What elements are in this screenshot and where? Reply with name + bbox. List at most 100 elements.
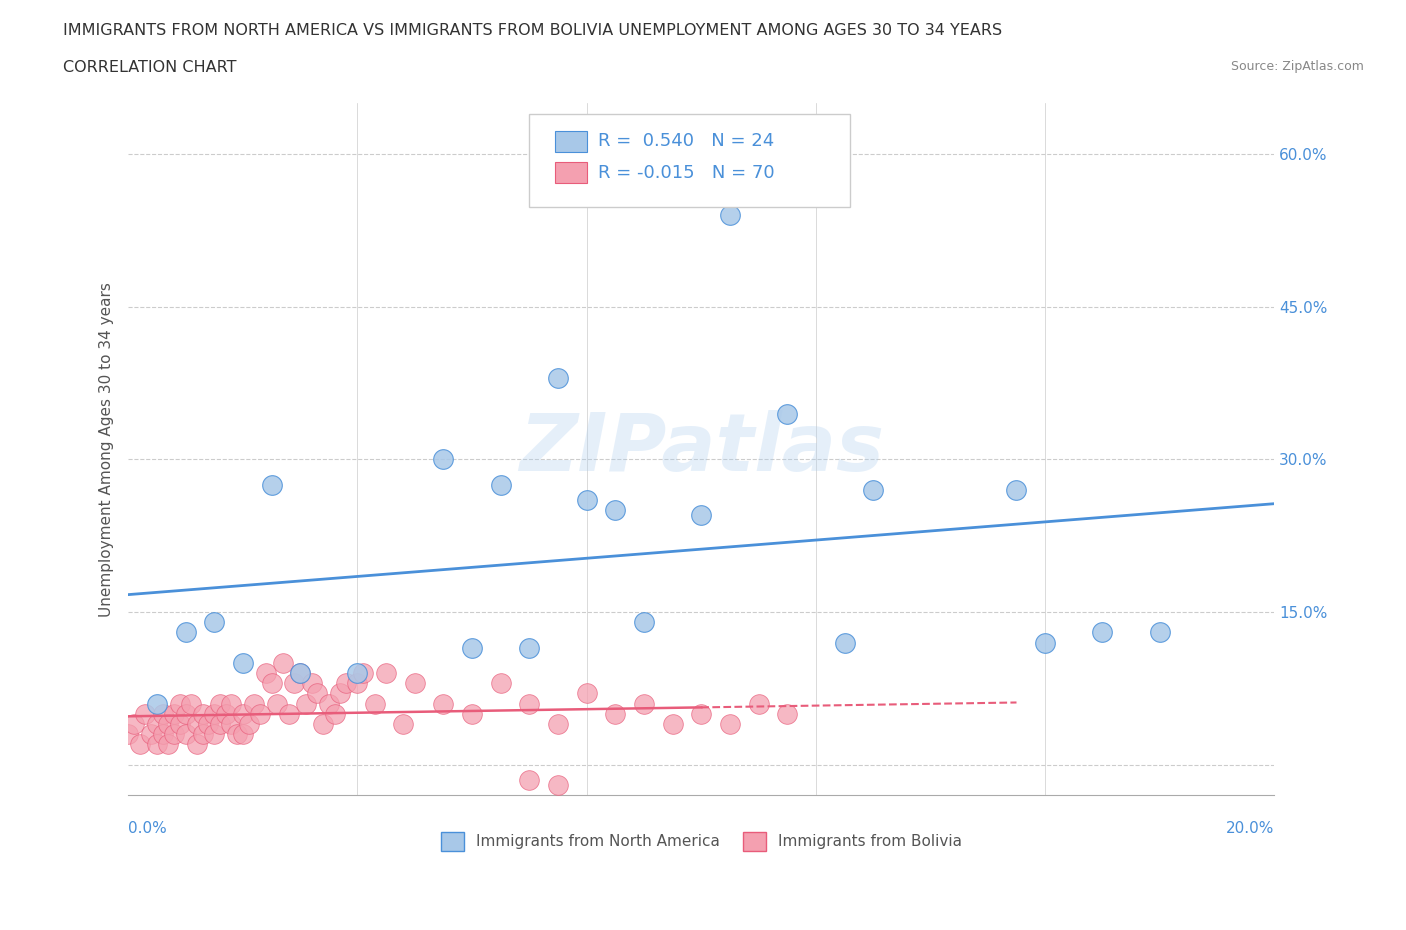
Point bbox=[254, 666, 277, 681]
Point bbox=[202, 615, 225, 630]
Point bbox=[404, 676, 426, 691]
Point bbox=[432, 697, 454, 711]
Point bbox=[232, 656, 254, 671]
Point bbox=[157, 737, 180, 751]
FancyBboxPatch shape bbox=[554, 131, 586, 152]
Point bbox=[605, 707, 627, 722]
Point bbox=[295, 697, 318, 711]
Point bbox=[288, 666, 311, 681]
Point bbox=[1005, 483, 1028, 498]
Point bbox=[346, 676, 368, 691]
Text: IMMIGRANTS FROM NORTH AMERICA VS IMMIGRANTS FROM BOLIVIA UNEMPLOYMENT AMONG AGES: IMMIGRANTS FROM NORTH AMERICA VS IMMIGRA… bbox=[63, 23, 1002, 38]
Point bbox=[152, 726, 174, 741]
FancyBboxPatch shape bbox=[554, 162, 586, 183]
Point bbox=[363, 697, 385, 711]
Point bbox=[323, 707, 346, 722]
Point bbox=[266, 697, 288, 711]
Point bbox=[288, 666, 311, 681]
Point bbox=[226, 726, 249, 741]
Point bbox=[375, 666, 398, 681]
Point bbox=[307, 686, 329, 701]
Y-axis label: Unemployment Among Ages 30 to 34 years: Unemployment Among Ages 30 to 34 years bbox=[100, 282, 114, 617]
Point bbox=[243, 697, 266, 711]
Point bbox=[519, 773, 541, 788]
Point bbox=[174, 625, 197, 640]
Point bbox=[605, 503, 627, 518]
Text: 20.0%: 20.0% bbox=[1226, 820, 1274, 836]
Point bbox=[191, 726, 214, 741]
Point bbox=[862, 483, 884, 498]
Text: CORRELATION CHART: CORRELATION CHART bbox=[63, 60, 236, 75]
Point bbox=[633, 697, 655, 711]
Point bbox=[169, 697, 191, 711]
Point bbox=[186, 737, 208, 751]
Point bbox=[1149, 625, 1171, 640]
Point bbox=[260, 676, 283, 691]
Point bbox=[547, 717, 569, 732]
Point bbox=[690, 707, 713, 722]
Point bbox=[174, 726, 197, 741]
Point bbox=[748, 697, 770, 711]
Point bbox=[519, 697, 541, 711]
Legend: Immigrants from North America, Immigrants from Bolivia: Immigrants from North America, Immigrant… bbox=[434, 826, 967, 857]
Point bbox=[461, 640, 484, 655]
Point bbox=[260, 477, 283, 492]
Point bbox=[157, 717, 180, 732]
Point bbox=[202, 707, 225, 722]
Text: R =  0.540   N = 24: R = 0.540 N = 24 bbox=[598, 132, 775, 151]
Point bbox=[1033, 635, 1056, 650]
Point bbox=[141, 726, 163, 741]
Point bbox=[461, 707, 484, 722]
Point bbox=[202, 726, 225, 741]
Point bbox=[776, 406, 799, 421]
Point bbox=[191, 707, 214, 722]
Point bbox=[221, 697, 243, 711]
Point bbox=[661, 717, 683, 732]
Point bbox=[392, 717, 415, 732]
Point bbox=[271, 656, 294, 671]
Point bbox=[633, 615, 655, 630]
Point bbox=[834, 635, 856, 650]
Point bbox=[174, 707, 197, 722]
Point bbox=[335, 676, 357, 691]
Point bbox=[208, 697, 231, 711]
Point bbox=[215, 707, 238, 722]
Point bbox=[122, 717, 145, 732]
Point bbox=[352, 666, 374, 681]
Point bbox=[312, 717, 335, 732]
Point bbox=[180, 697, 202, 711]
Point bbox=[318, 697, 340, 711]
Point bbox=[163, 726, 186, 741]
Point bbox=[519, 640, 541, 655]
Point bbox=[718, 717, 741, 732]
Point bbox=[146, 697, 169, 711]
Text: 0.0%: 0.0% bbox=[128, 820, 167, 836]
Text: R = -0.015   N = 70: R = -0.015 N = 70 bbox=[598, 164, 775, 181]
Point bbox=[249, 707, 271, 722]
Point bbox=[329, 686, 352, 701]
Point bbox=[776, 707, 799, 722]
Point bbox=[169, 717, 191, 732]
Point bbox=[489, 477, 512, 492]
Point bbox=[146, 717, 169, 732]
Point bbox=[575, 493, 598, 508]
Point bbox=[277, 707, 299, 722]
Point bbox=[238, 717, 260, 732]
Point bbox=[232, 726, 254, 741]
Point bbox=[301, 676, 323, 691]
Point bbox=[152, 707, 174, 722]
Text: Source: ZipAtlas.com: Source: ZipAtlas.com bbox=[1230, 60, 1364, 73]
Point bbox=[1091, 625, 1114, 640]
Point bbox=[134, 707, 156, 722]
Point bbox=[232, 707, 254, 722]
Point bbox=[197, 717, 219, 732]
Point bbox=[547, 371, 569, 386]
Point bbox=[575, 686, 598, 701]
Point bbox=[690, 508, 713, 523]
Point bbox=[718, 207, 741, 222]
Point bbox=[432, 452, 454, 467]
Point bbox=[283, 676, 305, 691]
Point bbox=[489, 676, 512, 691]
Point bbox=[163, 707, 186, 722]
Point bbox=[346, 666, 368, 681]
